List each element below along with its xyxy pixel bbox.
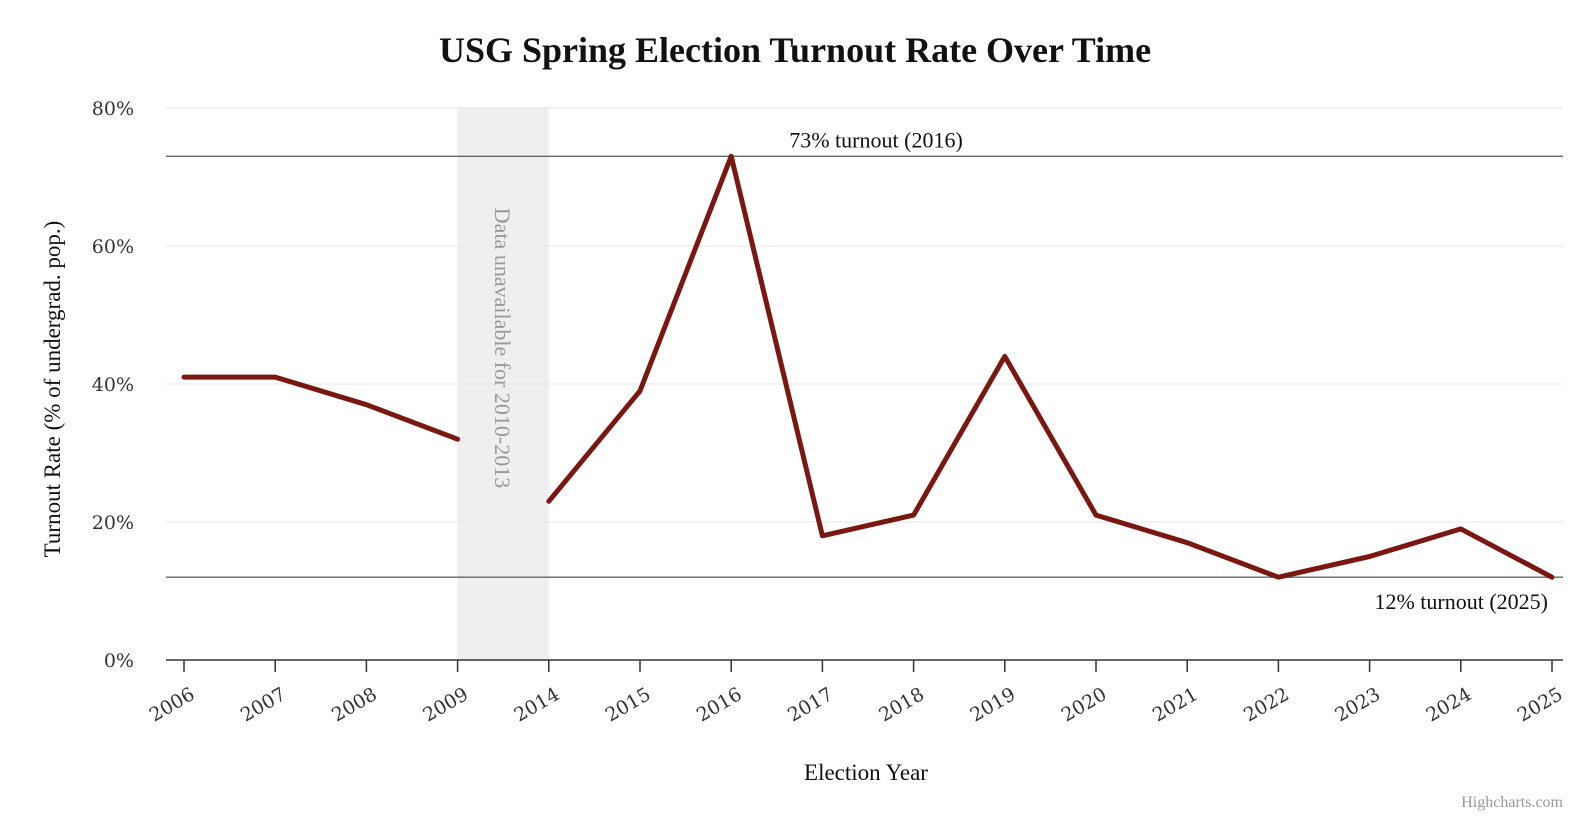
data-point[interactable]	[1093, 512, 1099, 518]
x-tick-label: 2022	[1240, 683, 1293, 726]
data-point[interactable]	[911, 512, 917, 518]
x-axis-title: Election Year	[804, 760, 928, 785]
y-tick-label: 0%	[104, 650, 134, 672]
x-tick-label: 2014	[510, 683, 563, 726]
x-tick-label: 2018	[875, 683, 928, 726]
x-tick-label: 2016	[693, 683, 746, 726]
y-tick-label: 40%	[92, 374, 134, 396]
x-tick-label: 2008	[328, 683, 381, 726]
data-point[interactable]	[1367, 554, 1373, 560]
turnout-series-line[interactable]	[181, 374, 461, 442]
x-tick-label: 2009	[419, 683, 472, 726]
x-tick-label: 2021	[1149, 683, 1202, 726]
x-tick-label: 2017	[784, 683, 837, 726]
x-tick-label: 2020	[1058, 683, 1111, 726]
data-point[interactable]	[1002, 353, 1008, 359]
x-tick-label: 2006	[146, 683, 199, 726]
y-tick-label: 20%	[92, 512, 134, 534]
data-point[interactable]	[1275, 574, 1281, 580]
axis-layer: 0% 20% 40% 60% 80% 2006 2007 2008 2009 2014 2015 20…	[92, 98, 1567, 727]
label-layer: Data unavailable for 2010-2013 73% turnou…	[490, 127, 1548, 614]
data-point[interactable]	[546, 498, 552, 504]
plot-band-label: Data unavailable for 2010-2013	[490, 208, 515, 488]
data-point[interactable]	[1549, 574, 1555, 580]
data-point[interactable]	[1184, 540, 1190, 546]
chart-title: USG Spring Election Turnout Rate Over Ti…	[439, 30, 1151, 70]
x-tick-label: 2023	[1331, 683, 1384, 726]
grid-layer	[166, 107, 1563, 523]
y-tick-label: 80%	[92, 98, 134, 120]
plot-line-layer	[166, 155, 1563, 578]
data-point[interactable]	[363, 402, 369, 408]
data-point[interactable]	[1458, 526, 1464, 532]
x-tick-label: 2025	[1514, 683, 1567, 726]
x-tick-label: 2015	[602, 683, 655, 726]
series-layer	[181, 153, 1555, 580]
reference-line-label: 12% turnout (2025)	[1374, 589, 1548, 614]
y-tick-label: 60%	[92, 236, 134, 258]
credits-label[interactable]: Highcharts.com	[1461, 794, 1563, 811]
data-point[interactable]	[272, 374, 278, 380]
x-tick-label: 2019	[966, 683, 1019, 726]
data-point[interactable]	[819, 533, 825, 539]
data-point[interactable]	[455, 436, 461, 442]
data-point[interactable]	[728, 153, 734, 159]
y-axis-title: Turnout Rate (% of undergrad. pop.)	[40, 221, 65, 558]
data-point[interactable]	[181, 374, 187, 380]
x-tick-label: 2007	[237, 683, 290, 726]
reference-line-label: 73% turnout (2016)	[789, 127, 963, 152]
turnout-series-line[interactable]	[546, 153, 1555, 580]
data-point[interactable]	[637, 388, 643, 394]
x-tick-label: 2024	[1422, 683, 1475, 726]
